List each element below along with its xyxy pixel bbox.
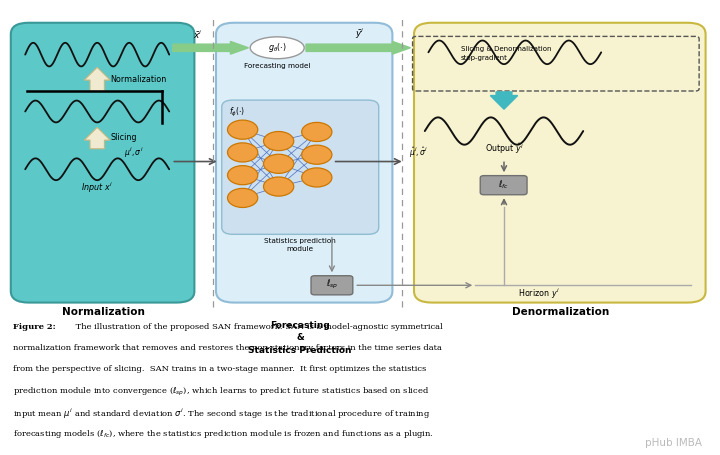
Text: $\ell_{fc}$: $\ell_{fc}$ <box>498 178 510 191</box>
Text: Output $\hat{y}^i$: Output $\hat{y}^i$ <box>485 142 523 157</box>
Text: The illustration of the proposed SAN framework. SAN is a model-agnostic symmetri: The illustration of the proposed SAN fra… <box>73 323 443 331</box>
Text: $g_\theta(\cdot)$: $g_\theta(\cdot)$ <box>268 41 287 54</box>
Circle shape <box>228 188 258 207</box>
Text: $\bar{y}^i$: $\bar{y}^i$ <box>355 26 365 41</box>
FancyBboxPatch shape <box>216 23 392 303</box>
Text: Input $x^i$: Input $x^i$ <box>81 180 113 195</box>
Circle shape <box>228 143 258 162</box>
FancyArrow shape <box>173 41 248 54</box>
Text: prediction module into convergence ($\ell_{sp}$), which learns to predict future: prediction module into convergence ($\el… <box>13 386 429 398</box>
Text: Denormalization: Denormalization <box>511 307 609 317</box>
Circle shape <box>264 177 294 196</box>
FancyArrow shape <box>306 41 410 54</box>
Text: Statistics prediction
module: Statistics prediction module <box>264 238 336 252</box>
Text: Normalization: Normalization <box>110 75 166 84</box>
Circle shape <box>302 122 332 142</box>
FancyBboxPatch shape <box>11 23 194 303</box>
Text: pHub IMBA: pHub IMBA <box>645 438 702 448</box>
Text: Forecasting model: Forecasting model <box>244 63 310 69</box>
Circle shape <box>228 166 258 185</box>
Text: normalization framework that removes and restores the non-stationary factors in : normalization framework that removes and… <box>13 344 442 352</box>
FancyArrow shape <box>84 67 110 91</box>
Text: Slicing & Denormalization: Slicing & Denormalization <box>461 46 552 52</box>
Text: $f_\phi(\cdot)$: $f_\phi(\cdot)$ <box>229 106 245 119</box>
Text: Slicing: Slicing <box>110 133 137 142</box>
FancyBboxPatch shape <box>414 23 706 303</box>
FancyArrow shape <box>84 127 110 149</box>
Circle shape <box>302 168 332 187</box>
Text: $\hat{\mu}^i, \hat{\sigma}^i$: $\hat{\mu}^i, \hat{\sigma}^i$ <box>409 146 428 160</box>
Text: forecasting models ($\ell_{fc}$), where the statistics prediction module is froz: forecasting models ($\ell_{fc}$), where … <box>13 428 433 440</box>
Text: Figure 2:: Figure 2: <box>13 323 55 331</box>
Ellipse shape <box>251 37 304 59</box>
Text: Forecasting
&
Statistics Prediction: Forecasting & Statistics Prediction <box>248 321 352 355</box>
Circle shape <box>302 145 332 164</box>
Text: from the perspective of slicing.  SAN trains in a two-stage manner.  It first op: from the perspective of slicing. SAN tra… <box>13 365 426 373</box>
Text: input mean $\mu^i$ and standard deviation $\sigma^i$. The second stage is the tr: input mean $\mu^i$ and standard deviatio… <box>13 407 431 421</box>
Circle shape <box>228 120 258 139</box>
Text: Normalization: Normalization <box>61 307 145 317</box>
FancyBboxPatch shape <box>480 176 527 195</box>
Text: $\bar{x}^i$: $\bar{x}^i$ <box>193 29 203 41</box>
FancyArrow shape <box>490 92 518 109</box>
Text: $\mu^i, \sigma^i$: $\mu^i, \sigma^i$ <box>125 146 144 160</box>
Circle shape <box>264 154 294 173</box>
FancyBboxPatch shape <box>222 100 379 234</box>
Text: Horizon $y^i$: Horizon $y^i$ <box>518 287 560 301</box>
Text: stop-gradient: stop-gradient <box>461 55 508 61</box>
Circle shape <box>264 131 294 151</box>
Text: $\ell_{sp}$: $\ell_{sp}$ <box>325 278 338 291</box>
FancyBboxPatch shape <box>311 276 353 295</box>
